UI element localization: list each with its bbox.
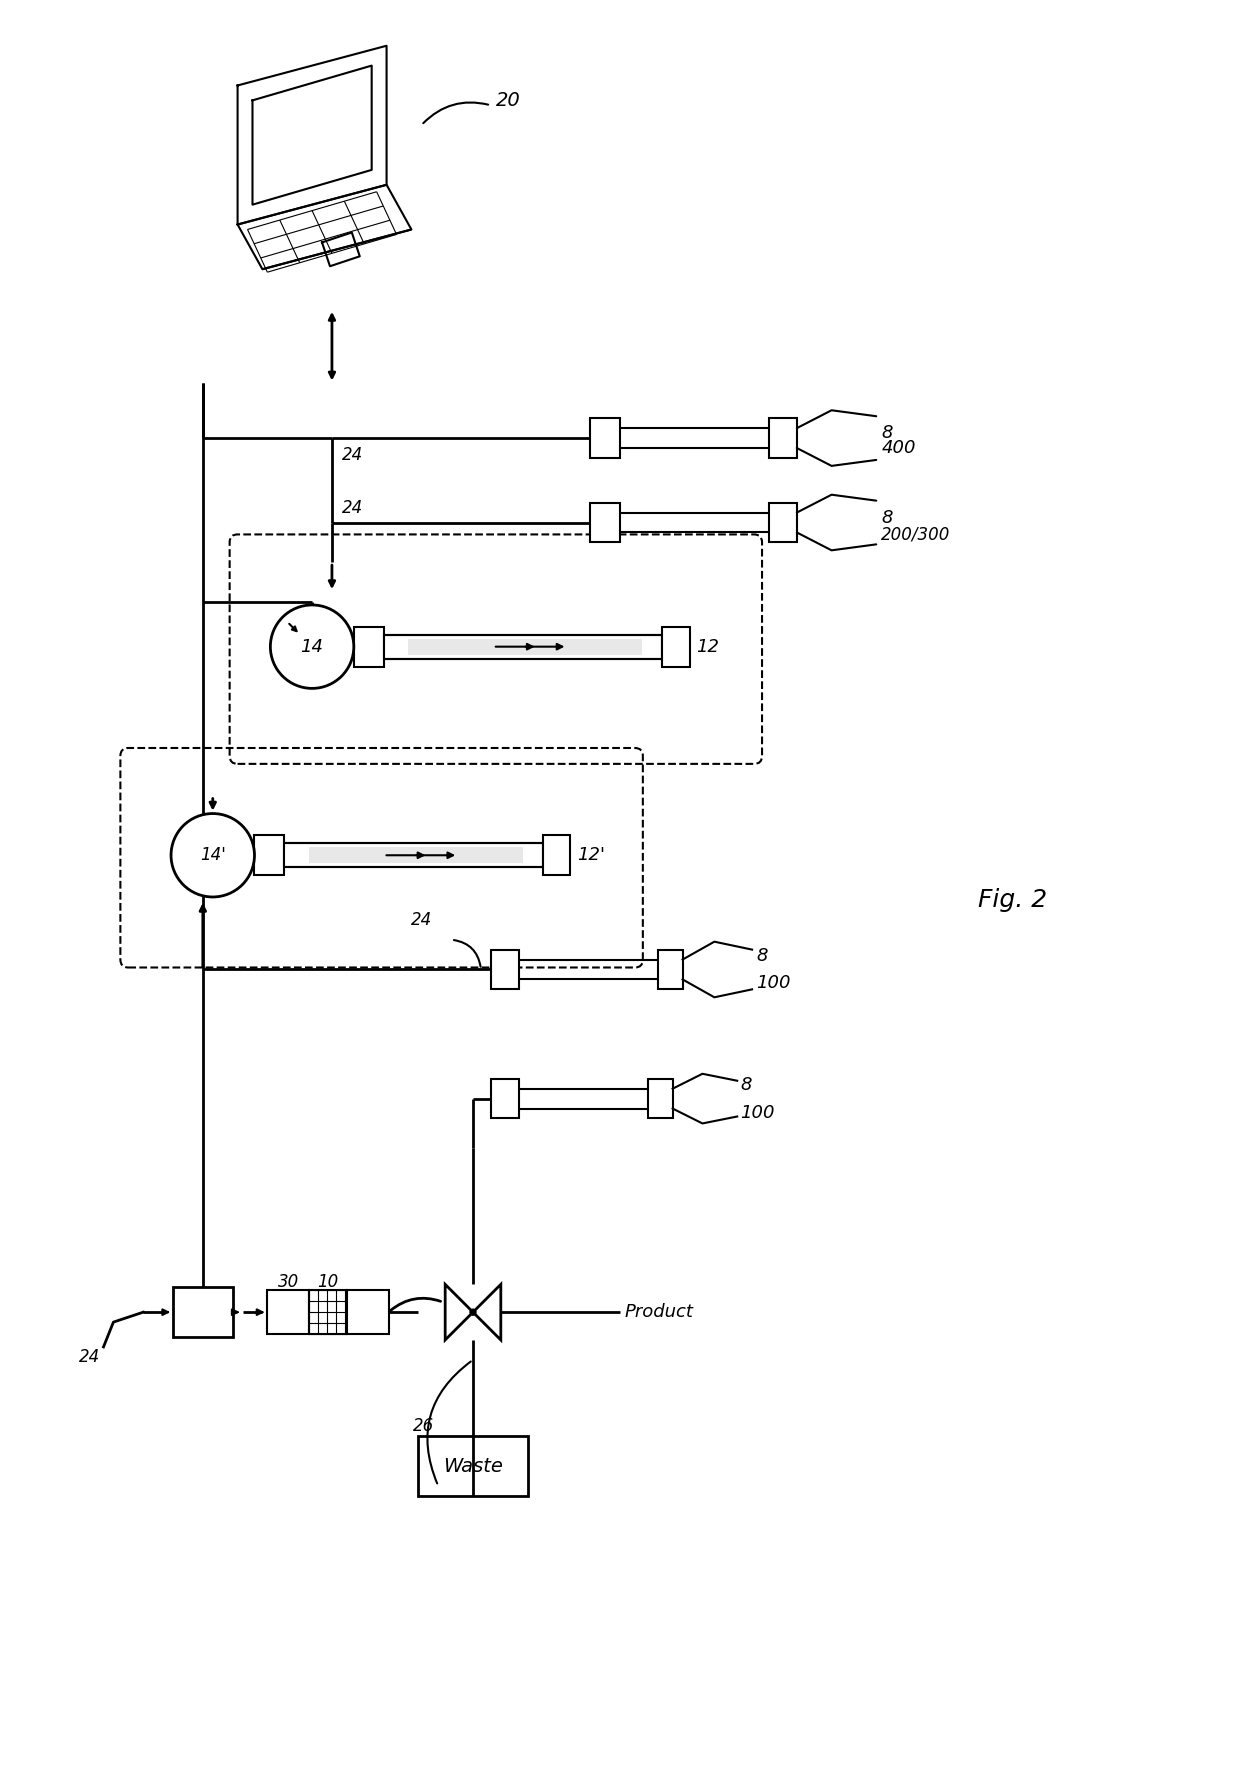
Bar bbox=[383, 634, 662, 659]
Text: Fig. 2: Fig. 2 bbox=[977, 888, 1047, 911]
Text: 200/300: 200/300 bbox=[882, 525, 951, 543]
Text: 100: 100 bbox=[756, 974, 791, 992]
Text: 14': 14' bbox=[200, 847, 226, 865]
Polygon shape bbox=[445, 1285, 472, 1340]
Text: 100: 100 bbox=[740, 1104, 775, 1122]
Text: 26: 26 bbox=[413, 1417, 435, 1435]
Text: 8: 8 bbox=[882, 509, 893, 527]
Text: 20: 20 bbox=[496, 91, 521, 109]
Circle shape bbox=[270, 606, 353, 688]
Polygon shape bbox=[472, 1285, 501, 1340]
Text: 8: 8 bbox=[882, 424, 893, 441]
Text: 30: 30 bbox=[278, 1274, 299, 1292]
Text: 24: 24 bbox=[78, 1347, 100, 1365]
Circle shape bbox=[171, 813, 254, 897]
Bar bbox=[309, 847, 522, 863]
Bar bbox=[662, 627, 689, 667]
Bar bbox=[769, 418, 797, 457]
Text: 12: 12 bbox=[697, 638, 719, 656]
Bar bbox=[268, 1290, 309, 1335]
Bar bbox=[174, 1287, 233, 1337]
Text: 24: 24 bbox=[342, 447, 363, 465]
Text: 24: 24 bbox=[412, 911, 433, 929]
Text: 12': 12' bbox=[578, 847, 605, 865]
Bar bbox=[769, 502, 797, 543]
Bar bbox=[353, 627, 383, 667]
Text: 10: 10 bbox=[317, 1274, 339, 1292]
Bar bbox=[418, 1437, 528, 1496]
Text: Waste: Waste bbox=[443, 1456, 503, 1476]
Circle shape bbox=[470, 1310, 476, 1315]
Bar bbox=[543, 835, 570, 876]
Text: 400: 400 bbox=[882, 440, 915, 457]
Bar bbox=[309, 1290, 347, 1335]
Bar bbox=[284, 843, 543, 867]
Bar bbox=[590, 502, 620, 543]
Text: Product: Product bbox=[625, 1303, 694, 1321]
Text: 24: 24 bbox=[342, 499, 363, 516]
Bar bbox=[254, 835, 284, 876]
Bar bbox=[647, 1079, 672, 1119]
Bar bbox=[491, 1079, 518, 1119]
Text: 8: 8 bbox=[740, 1076, 751, 1094]
Bar bbox=[408, 638, 642, 654]
Text: 14: 14 bbox=[300, 638, 324, 656]
Text: 8: 8 bbox=[756, 947, 768, 965]
Bar bbox=[491, 949, 518, 990]
Bar bbox=[347, 1290, 388, 1335]
Bar bbox=[657, 949, 682, 990]
Bar bbox=[590, 418, 620, 457]
